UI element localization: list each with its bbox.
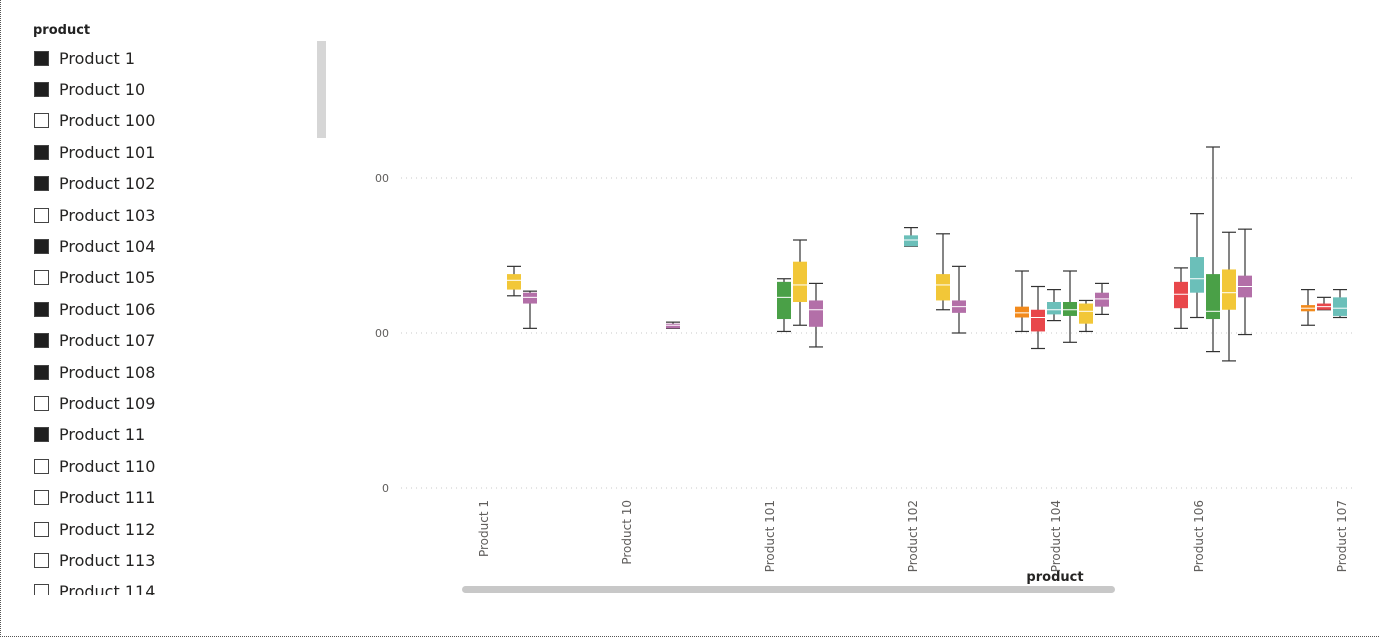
item-label: Product 113 <box>59 550 156 570</box>
checkbox[interactable] <box>34 395 49 411</box>
box <box>1015 306 1029 318</box>
checkbox[interactable] <box>34 333 49 349</box>
slicer-list: Product 1 Product 10 Product 100 Product 10… <box>1 42 311 595</box>
item-label: Product 111 <box>59 488 156 508</box>
box <box>936 274 950 301</box>
item-label: Product 109 <box>59 393 156 413</box>
checkbox[interactable] <box>34 458 49 474</box>
item-label: Product 107 <box>59 331 156 351</box>
checkbox[interactable] <box>34 113 49 129</box>
item-label: Product 100 <box>59 111 156 131</box>
item-label: Product 108 <box>59 362 156 382</box>
box <box>507 274 521 290</box>
y-tick-label: 00 <box>375 172 389 185</box>
box <box>777 281 791 320</box>
slicer-item[interactable]: Product 110 <box>34 455 155 477</box>
slicer-item[interactable]: Product 106 <box>34 298 155 320</box>
slicer-item[interactable]: Product 103 <box>34 204 155 226</box>
item-label: Product 101 <box>59 142 156 162</box>
item-label: Product 104 <box>59 236 156 256</box>
y-tick-label: 00 <box>375 327 389 340</box>
x-tick-label: Product 106 <box>1192 500 1206 572</box>
checkbox[interactable] <box>34 270 49 286</box>
slicer-item[interactable]: Product 1 <box>34 47 135 69</box>
checkbox[interactable] <box>34 584 49 595</box>
horizontal-scrollbar[interactable] <box>462 586 1115 593</box>
box <box>1031 309 1045 332</box>
box <box>1047 302 1061 315</box>
x-tick-label: Product 1 <box>477 500 491 557</box>
checkbox[interactable] <box>34 427 49 443</box>
checkbox[interactable] <box>34 490 49 506</box>
item-label: Product 110 <box>59 456 156 476</box>
slicer-item[interactable]: Product 109 <box>34 392 155 414</box>
vertical-scrollbar[interactable] <box>317 41 326 138</box>
slicer-item[interactable]: Product 112 <box>34 518 155 540</box>
item-label: Product 103 <box>59 205 156 225</box>
slicer-item[interactable]: Product 11 <box>34 424 145 446</box>
box <box>793 261 807 302</box>
slicer-item[interactable]: Product 113 <box>34 549 155 571</box>
slicer-item[interactable]: Product 114 <box>34 581 155 595</box>
checkbox[interactable] <box>34 364 49 380</box>
x-tick-label: Product 107 <box>1335 500 1349 572</box>
x-tick-label: Product 101 <box>763 500 777 572</box>
slicer-item[interactable]: Product 102 <box>34 173 155 195</box>
item-label: Product 11 <box>59 425 146 445</box>
x-tick-label: Product 102 <box>906 500 920 572</box>
slicer-item[interactable]: Product 104 <box>34 235 155 257</box>
box <box>1190 257 1204 293</box>
item-label: Product 1 <box>59 48 136 68</box>
box <box>666 323 680 329</box>
box <box>1206 274 1220 320</box>
box <box>1333 297 1347 316</box>
slicer-item[interactable]: Product 107 <box>34 330 155 352</box>
box <box>809 300 823 327</box>
checkbox[interactable] <box>34 176 49 192</box>
slicer-title: product <box>33 23 91 38</box>
item-label: Product 106 <box>59 299 156 319</box>
slicer-item[interactable]: Product 105 <box>34 267 155 289</box>
item-label: Product 105 <box>59 268 156 288</box>
checkbox[interactable] <box>34 50 49 66</box>
y-tick-label: 0 <box>382 482 389 495</box>
checkbox[interactable] <box>34 552 49 568</box>
checkbox[interactable] <box>34 301 49 317</box>
slicer-item[interactable]: Product 100 <box>34 110 155 132</box>
box <box>1222 269 1236 310</box>
box <box>1174 281 1188 309</box>
item-label: Product 114 <box>59 582 156 595</box>
item-label: Product 102 <box>59 174 156 194</box>
box <box>523 292 537 304</box>
box <box>1079 303 1093 324</box>
checkbox[interactable] <box>34 521 49 537</box>
item-label: Product 10 <box>59 79 146 99</box>
x-tick-label: Product 10 <box>620 500 634 565</box>
slicer-item[interactable]: Product 111 <box>34 487 155 509</box>
checkbox[interactable] <box>34 144 49 160</box>
box <box>1063 302 1077 316</box>
checkbox[interactable] <box>34 238 49 254</box>
item-label: Product 112 <box>59 519 156 539</box>
checkbox[interactable] <box>34 81 49 97</box>
box <box>1095 292 1109 307</box>
x-axis-title: product <box>1026 570 1083 585</box>
slicer-item[interactable]: Product 108 <box>34 361 155 383</box>
slicer-item[interactable]: Product 10 <box>34 78 145 100</box>
x-tick-label: Product 104 <box>1049 500 1063 572</box>
box <box>904 235 918 247</box>
checkbox[interactable] <box>34 207 49 223</box>
slicer-item[interactable]: Product 101 <box>34 141 155 163</box>
